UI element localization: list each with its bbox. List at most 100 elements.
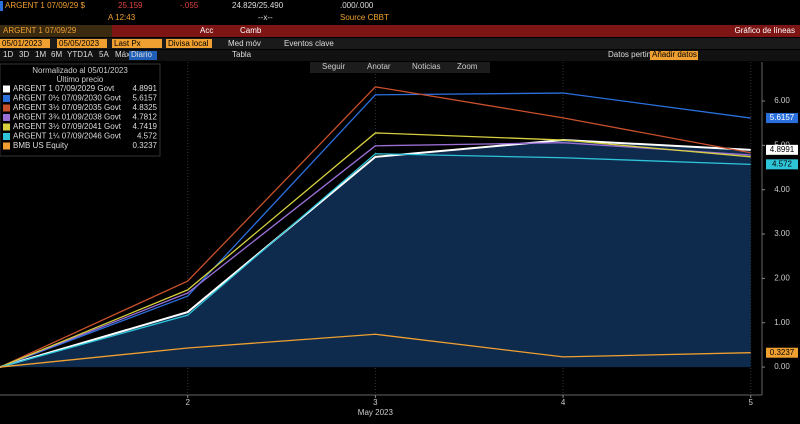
chart-tool[interactable]: Zoom	[457, 62, 478, 71]
chart-tool[interactable]: Noticias	[412, 62, 440, 71]
legend-value: 4.8991	[133, 84, 158, 93]
line	[0, 132, 751, 368]
currency-box[interactable]	[166, 39, 212, 48]
line	[0, 333, 751, 368]
x-tick-label: 4	[561, 398, 566, 407]
legend	[0, 63, 161, 157]
start-date[interactable]: 05/01/2023	[2, 39, 43, 48]
security-box[interactable]	[0, 25, 112, 37]
legend-name: ARGENT 1 07/09/2029 Govt	[13, 84, 115, 93]
size: --x--	[258, 13, 273, 22]
x-tick-label: 3	[373, 398, 378, 407]
legend-swatch	[3, 95, 10, 102]
legend-value: 4.7419	[133, 122, 158, 131]
settings-bar	[0, 38, 800, 49]
end-label-box	[766, 144, 798, 155]
legend-swatch	[3, 85, 10, 93]
end-box[interactable]	[57, 39, 107, 48]
actions-menu[interactable]: Acc	[200, 26, 213, 35]
end-label-box	[766, 347, 798, 358]
legend-entries: ARGENT 1 07/09/2029 Govt 4.8991 ARGENT 0½ …	[3, 84, 158, 150]
yield: .000/.000	[340, 1, 374, 10]
legend-value: 0.3237	[133, 141, 158, 150]
legend-value: 4.572	[137, 132, 158, 141]
chart-tool[interactable]: Seguir	[322, 62, 345, 71]
end-label: 4.8991	[770, 145, 795, 154]
add-data[interactable]: Añadir datos	[652, 50, 697, 59]
change: -.055	[180, 1, 199, 10]
y-tick-label: 1.00	[774, 318, 790, 327]
legend-name: ARGENT 0½ 07/09/2030 Govt	[13, 94, 122, 103]
chart-toolbar	[310, 62, 490, 73]
toolbar	[0, 25, 800, 37]
legend-title: Normalizado al 05/01/2023	[32, 66, 128, 75]
y-tick-label: 6.00	[774, 96, 790, 105]
period-button[interactable]: Diario	[131, 50, 152, 59]
period-button[interactable]: 3D	[19, 50, 29, 59]
period-bar	[0, 50, 800, 61]
x-tick-label: 2	[185, 398, 190, 407]
end-label: 4.572	[772, 159, 793, 168]
price: 25.159	[118, 1, 143, 10]
view-title: Gráfico de líneas	[735, 26, 795, 35]
line	[0, 86, 751, 368]
legend-subtitle: Último precio	[57, 75, 104, 84]
y-tick-label: 4.00	[774, 185, 790, 194]
key-events[interactable]: Eventos clave	[284, 39, 334, 48]
periods: 1D 3D 1M 6M YTD 1A 5A Máx Diario	[3, 50, 157, 60]
period-button[interactable]: 1A	[83, 50, 93, 59]
legend-name: ARGENT 3½ 07/09/2041 Govt	[13, 122, 122, 131]
legend-name: ARGENT 3¾ 01/09/2038 Govt	[13, 113, 122, 122]
ticker: ARGENT 1 07/09/29 $	[5, 1, 85, 10]
security[interactable]: ARGENT 1 07/09/29	[3, 26, 77, 35]
area	[0, 140, 751, 368]
period-button[interactable]: 5A	[99, 50, 109, 59]
line	[0, 142, 751, 368]
period-button[interactable]: YTD	[67, 50, 83, 59]
field-box[interactable]	[112, 39, 162, 48]
change-menu[interactable]: Camb	[240, 26, 262, 35]
legend-swatch	[3, 133, 10, 140]
table-button[interactable]: Tabla	[232, 50, 252, 59]
end-date[interactable]: 05/05/2023	[59, 39, 100, 48]
currency[interactable]: Divisa local	[168, 39, 209, 48]
legend-swatch	[3, 123, 10, 131]
period-button[interactable]: 1M	[35, 50, 46, 59]
period-button[interactable]: 1D	[3, 50, 13, 59]
legend-value: 5.6157	[133, 94, 158, 103]
moving-avg[interactable]: Med móv	[228, 39, 261, 48]
marker	[0, 1, 3, 11]
y-tick-label: 3.00	[774, 229, 790, 238]
legend-swatch	[3, 104, 10, 112]
y-tick-label: 0.00	[774, 362, 790, 371]
legend-value: 4.7812	[133, 113, 158, 122]
relevant-data[interactable]: Datos pertinent	[608, 50, 663, 59]
source: Source CBBT	[340, 13, 389, 22]
chart-tools: Seguir Anotar Noticias Zoom	[322, 62, 478, 71]
line	[0, 153, 751, 368]
y-tick-label: 2.00	[774, 273, 790, 282]
time: A 12:43	[108, 13, 136, 22]
end-label: 5.6157	[770, 113, 795, 122]
line	[0, 92, 751, 368]
legend-value: 4.8325	[133, 103, 158, 112]
x-tick-label: 5	[749, 398, 754, 407]
legend-swatch	[3, 142, 10, 150]
legend-swatch	[3, 114, 10, 121]
period-button[interactable]: Máx	[115, 50, 130, 59]
period-active[interactable]	[129, 51, 157, 60]
legend-name: ARGENT 1¼ 07/09/2046 Govt	[13, 132, 122, 141]
chart-tool[interactable]: Anotar	[367, 62, 391, 71]
end-label-box	[766, 159, 798, 170]
start-box[interactable]	[0, 39, 50, 48]
end-label: 0.3237	[770, 348, 795, 357]
legend-name: ARGENT 3½ 07/09/2035 Govt	[13, 103, 122, 112]
add-data-box[interactable]	[650, 51, 698, 60]
end-label-box	[766, 113, 798, 124]
line	[0, 139, 751, 369]
field[interactable]: Last Px	[114, 39, 141, 48]
period-button[interactable]: 6M	[51, 50, 62, 59]
bid-ask: 24.829/25.490	[232, 1, 284, 10]
